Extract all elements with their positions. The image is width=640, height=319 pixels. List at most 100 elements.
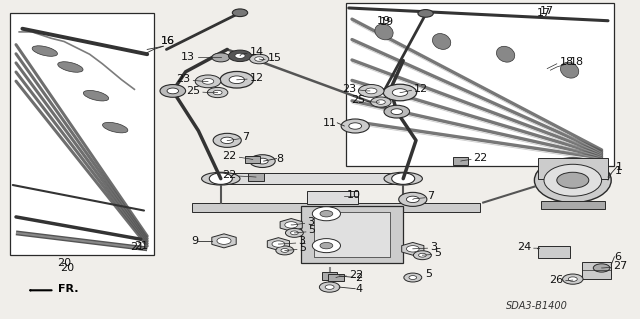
Text: 3: 3 (307, 217, 314, 227)
Bar (192, 203, 480, 212)
Circle shape (365, 88, 377, 94)
Bar (245, 156, 260, 163)
Circle shape (217, 237, 231, 244)
Bar (10, 13, 154, 255)
Circle shape (195, 75, 221, 88)
Circle shape (419, 253, 426, 257)
Polygon shape (280, 219, 302, 231)
Text: 21: 21 (131, 242, 145, 252)
Bar (307, 191, 358, 204)
Ellipse shape (58, 62, 83, 72)
Text: 27: 27 (613, 261, 627, 271)
Text: 26: 26 (549, 275, 563, 285)
Text: 1: 1 (616, 162, 623, 173)
Ellipse shape (561, 62, 579, 78)
Text: 12: 12 (414, 84, 428, 94)
Circle shape (325, 285, 334, 289)
Circle shape (213, 133, 241, 147)
Text: 4: 4 (355, 284, 362, 294)
Ellipse shape (102, 122, 128, 133)
Circle shape (563, 274, 583, 284)
Circle shape (312, 207, 340, 221)
Bar (301, 206, 403, 263)
Circle shape (257, 158, 268, 164)
Ellipse shape (32, 46, 58, 56)
Polygon shape (212, 234, 236, 248)
Circle shape (399, 192, 427, 206)
Circle shape (250, 155, 275, 167)
Circle shape (221, 137, 234, 144)
Circle shape (320, 211, 333, 217)
Text: 7: 7 (428, 191, 435, 201)
Circle shape (235, 53, 245, 58)
Bar (314, 212, 390, 257)
Text: 14: 14 (250, 47, 264, 57)
Text: 22: 22 (223, 151, 237, 161)
Text: 16: 16 (161, 36, 175, 47)
Text: 2: 2 (355, 272, 362, 283)
Polygon shape (402, 242, 424, 255)
Circle shape (228, 50, 252, 62)
Circle shape (285, 228, 303, 237)
Text: 22: 22 (474, 153, 488, 163)
Text: 13: 13 (181, 52, 195, 62)
Ellipse shape (83, 91, 109, 101)
Circle shape (250, 54, 269, 64)
Circle shape (212, 53, 230, 62)
Circle shape (285, 222, 298, 228)
Text: 25: 25 (186, 86, 200, 96)
Circle shape (167, 88, 179, 94)
Text: 1: 1 (614, 166, 621, 176)
Circle shape (220, 71, 253, 88)
Text: 9: 9 (191, 236, 198, 246)
Text: 17: 17 (540, 6, 554, 16)
Circle shape (413, 251, 431, 260)
Text: 20: 20 (57, 258, 71, 268)
Text: 10: 10 (347, 189, 361, 200)
Text: 8: 8 (276, 153, 284, 164)
Circle shape (409, 276, 417, 279)
Text: FR.: FR. (58, 284, 78, 294)
Text: 5: 5 (426, 269, 433, 279)
Text: 25: 25 (351, 95, 365, 106)
Circle shape (255, 57, 264, 61)
Ellipse shape (544, 164, 602, 196)
Text: 23: 23 (177, 74, 191, 84)
Bar (541, 201, 605, 209)
Polygon shape (268, 238, 289, 250)
Circle shape (384, 105, 410, 118)
Circle shape (358, 85, 384, 97)
Circle shape (404, 273, 422, 282)
Text: 6: 6 (614, 252, 621, 262)
Ellipse shape (375, 24, 393, 40)
Circle shape (376, 100, 385, 104)
Bar (322, 272, 337, 280)
Circle shape (406, 196, 419, 203)
Bar (328, 274, 344, 281)
Circle shape (341, 119, 369, 133)
Circle shape (391, 109, 403, 115)
Circle shape (213, 90, 222, 95)
Text: 5: 5 (434, 248, 441, 258)
Circle shape (229, 76, 244, 84)
Circle shape (319, 282, 340, 292)
Text: 22: 22 (223, 170, 237, 180)
Text: 24: 24 (517, 242, 531, 252)
Ellipse shape (534, 158, 611, 203)
Text: 3: 3 (430, 241, 437, 252)
Circle shape (392, 173, 415, 184)
Bar (538, 246, 570, 258)
Text: 23: 23 (342, 84, 356, 94)
Text: 19: 19 (377, 16, 391, 26)
Ellipse shape (202, 172, 240, 185)
Bar (248, 173, 264, 181)
Ellipse shape (433, 33, 451, 49)
Ellipse shape (497, 46, 515, 62)
Bar (538, 158, 608, 179)
Circle shape (209, 173, 232, 184)
Text: 18: 18 (559, 57, 573, 67)
Bar (582, 262, 611, 279)
Circle shape (557, 172, 589, 188)
Circle shape (202, 78, 214, 84)
Text: 11: 11 (323, 118, 337, 128)
